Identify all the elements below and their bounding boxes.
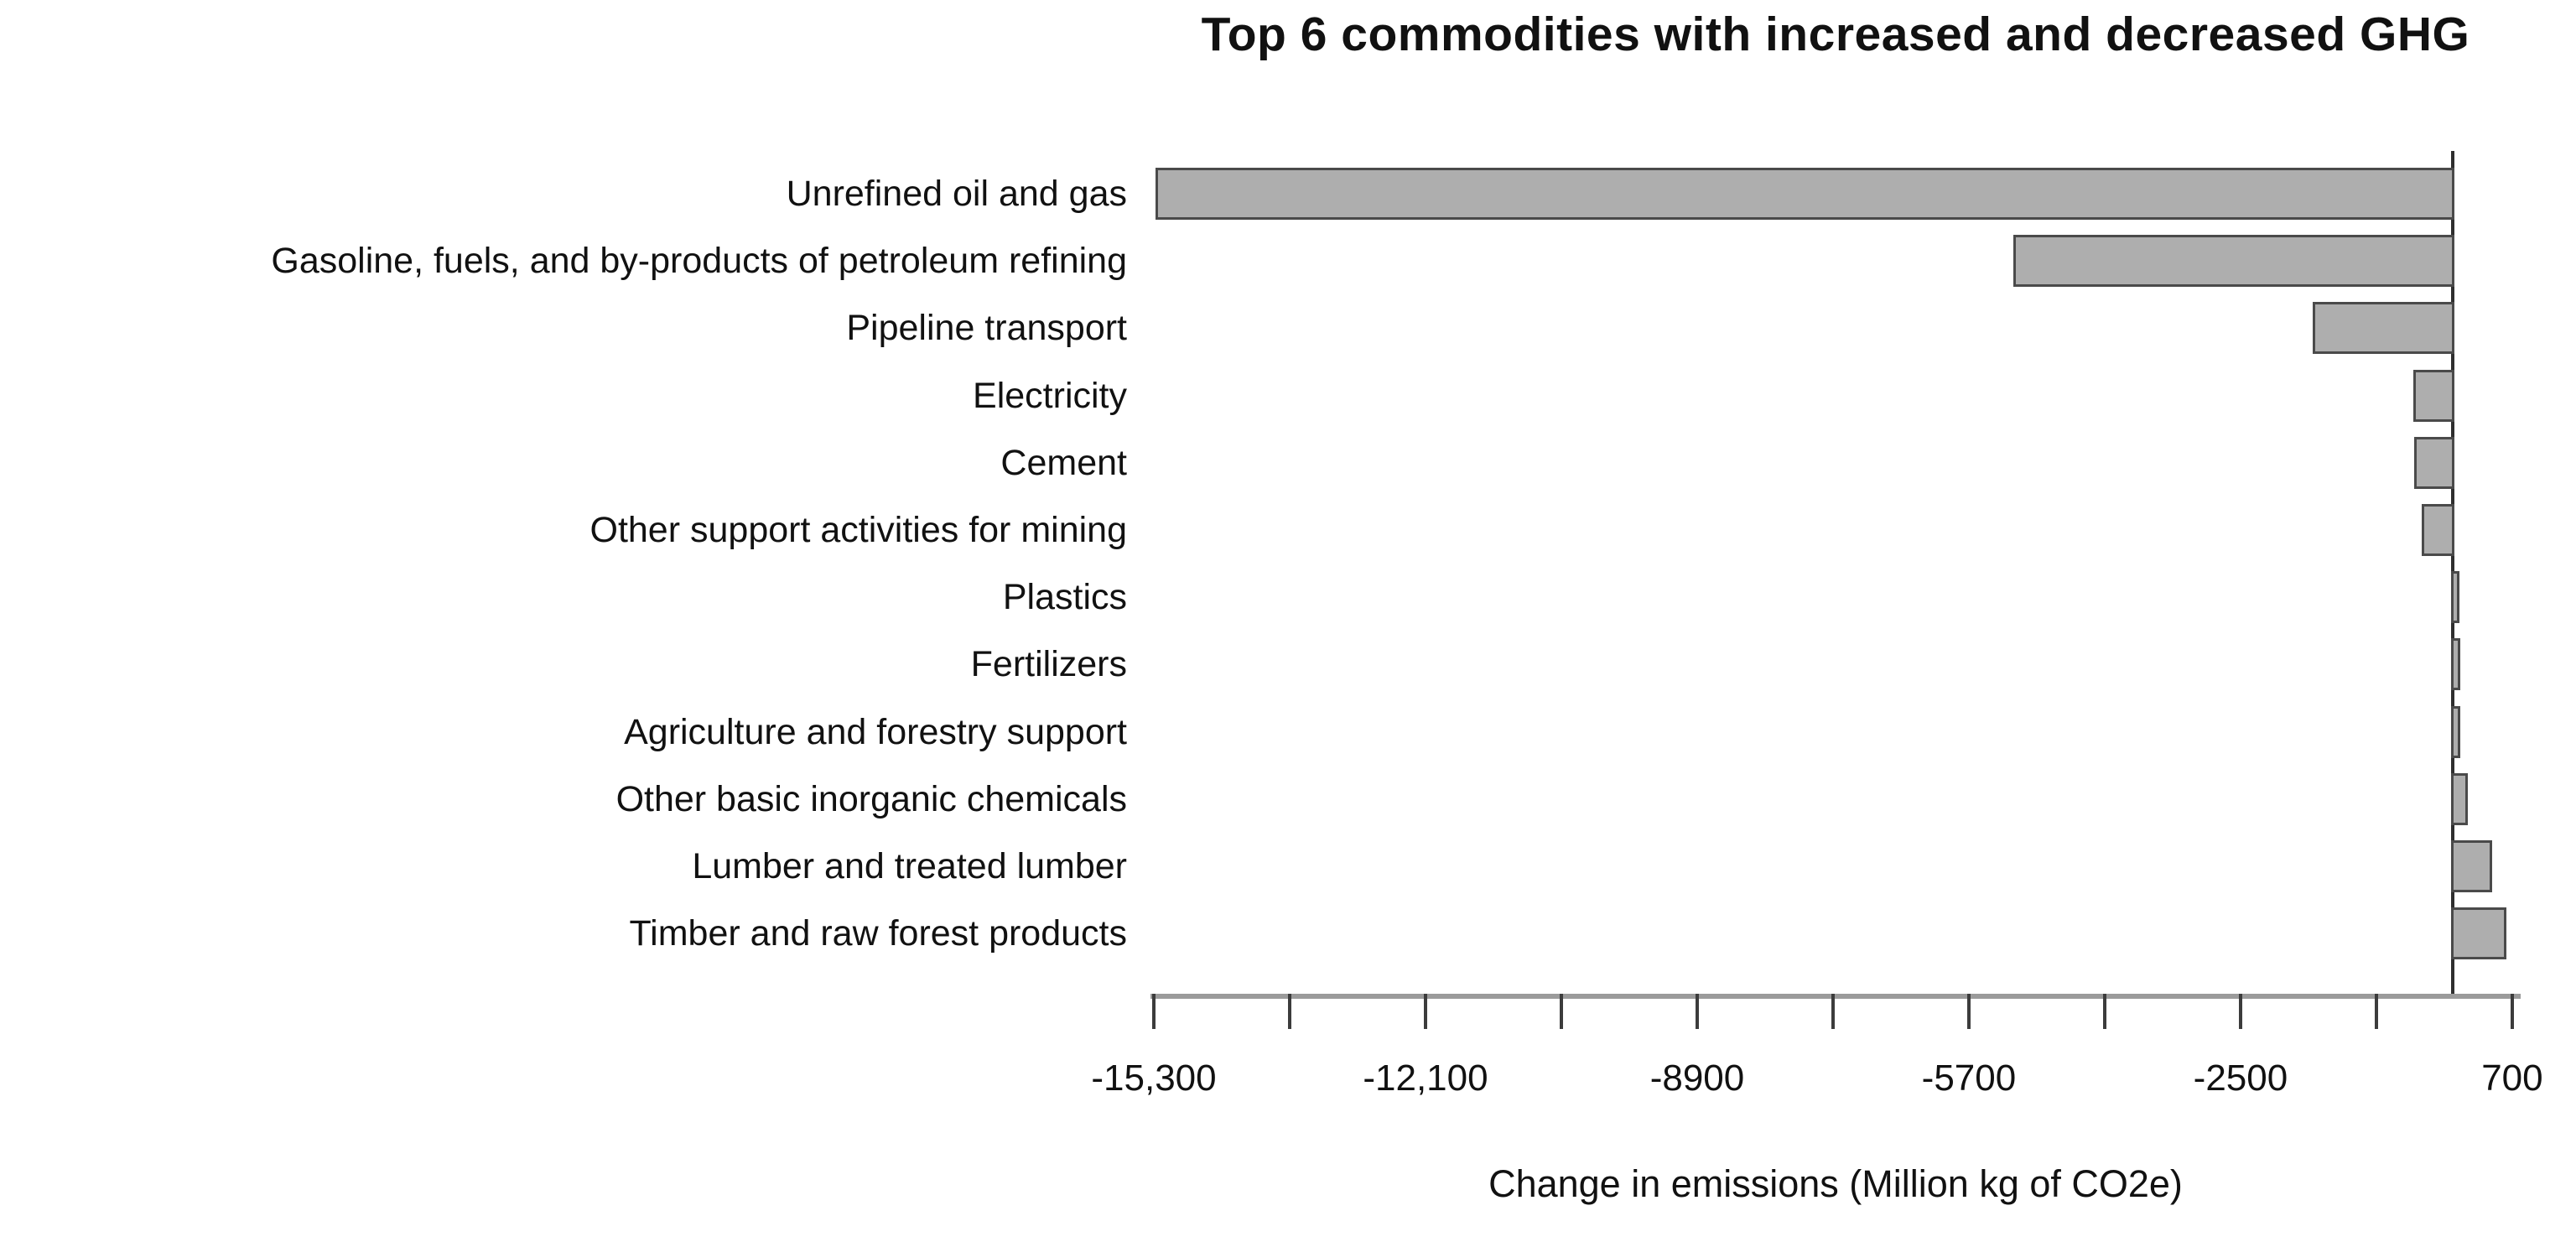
x-axis-line — [1150, 994, 2521, 999]
axis-tick-label: -8900 — [1649, 1058, 1745, 1099]
axis-tick-mark — [1559, 994, 1563, 1029]
category-label: Lumber and treated lumber — [692, 846, 1127, 886]
bar — [2414, 436, 2455, 489]
axis-tick-label: 700 — [2481, 1058, 2543, 1099]
bar — [2413, 369, 2455, 422]
category-label: Electricity — [973, 375, 1127, 416]
plot-area — [1154, 151, 2517, 994]
axis-tick-mark — [1831, 994, 1835, 1029]
category-label: Other basic inorganic chemicals — [615, 778, 1127, 819]
axis-tick-mark — [2102, 994, 2106, 1029]
chart-title: Top 6 commodities with increased and dec… — [1201, 8, 2470, 61]
axis-tick-label: -5700 — [1921, 1058, 2017, 1099]
category-label: Pipeline transport — [846, 308, 1127, 349]
category-label: Other support activities for mining — [589, 510, 1128, 550]
labels-layer: Unrefined oil and gas Gasoline, fuels, an… — [0, 0, 1127, 1242]
axis-tick-mark — [2374, 994, 2378, 1029]
category-label: Agriculture and forestry support — [624, 711, 1127, 752]
category-label: Plastics — [1002, 577, 1127, 618]
bar — [2451, 705, 2461, 758]
category-label: Timber and raw forest products — [629, 913, 1127, 954]
axis-tick-mark — [2510, 994, 2514, 1029]
category-label: Gasoline, fuels, and by-products of petr… — [271, 241, 1127, 282]
axis-tick-label: -12,100 — [1363, 1058, 1488, 1099]
axis-tick-label: -15,300 — [1091, 1058, 1217, 1099]
axis-tick-mark — [1152, 994, 1156, 1029]
bar — [2312, 302, 2455, 355]
bar — [2451, 571, 2460, 624]
axis-tick-mark — [1423, 994, 1427, 1029]
bar — [2451, 638, 2461, 691]
axis-tick-mark — [1287, 994, 1291, 1029]
axis-tick-mark — [1966, 994, 1971, 1029]
category-label: Unrefined oil and gas — [786, 174, 1127, 214]
category-label: Fertilizers — [970, 644, 1127, 685]
axis-tick-mark — [1695, 994, 1699, 1029]
category-label: Cement — [1000, 442, 1127, 483]
x-axis-title: Change in emissions (Million kg of CO2e) — [1488, 1162, 2183, 1205]
bar — [2421, 504, 2455, 556]
bar — [2451, 907, 2506, 960]
axis-tick-mark — [2238, 994, 2242, 1029]
bar — [1156, 168, 2455, 220]
axis-tick-label: -2500 — [2193, 1058, 2288, 1099]
bar — [2012, 235, 2455, 288]
bar — [2451, 840, 2492, 892]
bar — [2451, 772, 2469, 825]
